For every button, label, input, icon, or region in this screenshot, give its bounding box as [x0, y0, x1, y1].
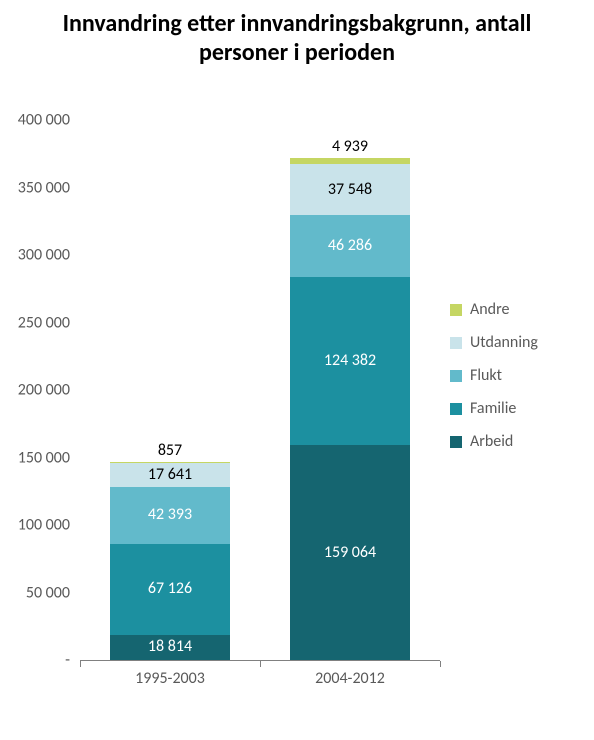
- plot-area: 18 814 67 126 42 393 17 641 857 159 064 124 38…: [80, 120, 440, 660]
- legend-label: Utdanning: [470, 333, 538, 352]
- legend: Andre Utdanning Flukt Familie Arbeid: [450, 300, 590, 465]
- y-tick-label: 50 000: [26, 583, 70, 602]
- y-tick-label: 250 000: [18, 313, 70, 332]
- bar-segment: [290, 158, 411, 165]
- y-tick-label: 350 000: [18, 178, 70, 197]
- legend-item: Arbeid: [450, 432, 590, 451]
- x-axis: 1995-2003 2004-2012: [80, 660, 440, 690]
- x-tick-label: 2004-2012: [315, 669, 385, 688]
- segment-label: 17 641: [110, 465, 231, 484]
- segment-label: 18 814: [110, 637, 231, 656]
- y-tick-label: 100 000: [18, 516, 70, 535]
- legend-item: Familie: [450, 399, 590, 418]
- legend-swatch: [450, 337, 462, 349]
- legend-item: Flukt: [450, 366, 590, 385]
- segment-label: 46 286: [290, 236, 411, 255]
- legend-swatch: [450, 370, 462, 382]
- legend-item: Utdanning: [450, 333, 590, 352]
- segment-label: 37 548: [290, 180, 411, 199]
- y-tick-label: -: [65, 651, 70, 670]
- legend-swatch: [450, 403, 462, 415]
- x-tick: [440, 661, 441, 667]
- segment-label: 42 393: [110, 505, 231, 524]
- legend-swatch: [450, 436, 462, 448]
- x-tick: [260, 661, 261, 667]
- bar-group: 18 81467 12642 39317 641857: [110, 462, 231, 660]
- legend-swatch: [450, 304, 462, 316]
- segment-label: 857: [110, 441, 231, 460]
- bar-group: 159 064124 38246 28637 5484 939: [290, 158, 411, 660]
- segment-label: 4 939: [290, 137, 411, 156]
- y-tick-label: 200 000: [18, 381, 70, 400]
- y-axis: -50 000100 000150 000200 000250 000300 0…: [0, 120, 78, 660]
- y-tick-label: 150 000: [18, 448, 70, 467]
- y-tick-label: 400 000: [18, 111, 70, 130]
- chart-container: Innvandring etter innvandringsbakgrunn, …: [0, 0, 594, 740]
- legend-label: Flukt: [470, 366, 502, 385]
- legend-item: Andre: [450, 300, 590, 319]
- x-tick-label: 1995-2003: [135, 669, 205, 688]
- legend-label: Familie: [470, 399, 516, 418]
- x-tick: [80, 661, 81, 667]
- legend-label: Arbeid: [470, 432, 513, 451]
- segment-label: 159 064: [290, 543, 411, 562]
- segment-label: 124 382: [290, 351, 411, 370]
- y-tick-label: 300 000: [18, 246, 70, 265]
- segment-label: 67 126: [110, 579, 231, 598]
- legend-label: Andre: [470, 300, 509, 319]
- chart-title: Innvandring etter innvandringsbakgrunn, …: [0, 0, 594, 68]
- bar-segment: [110, 462, 231, 463]
